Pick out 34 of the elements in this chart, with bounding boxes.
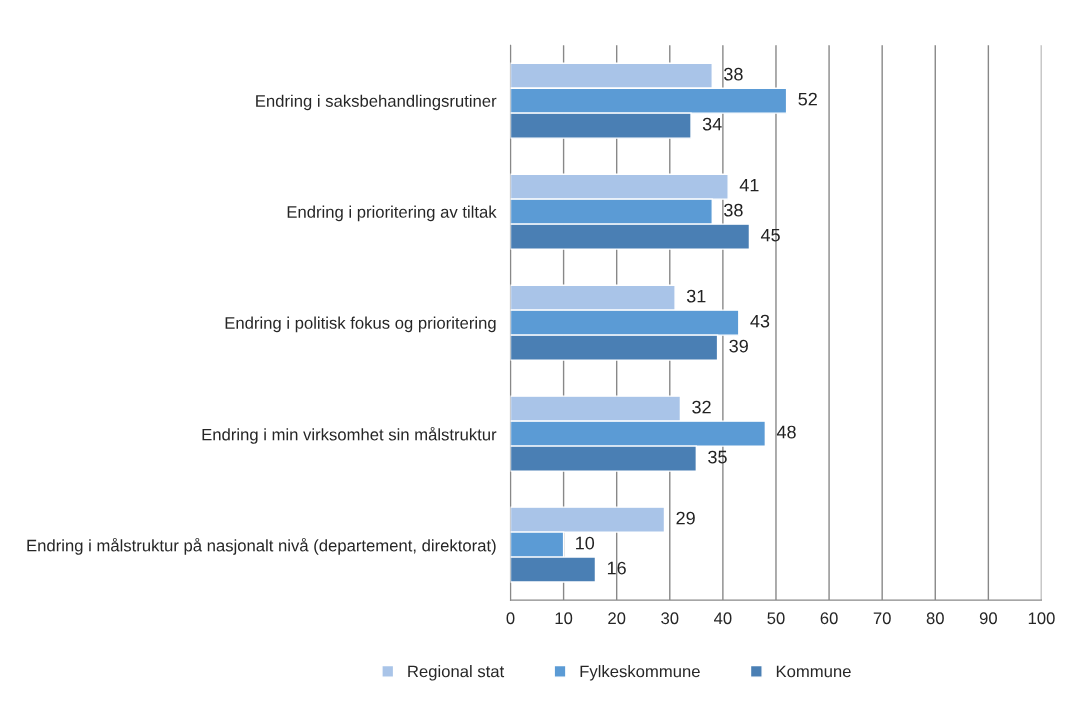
data-label: 32 [692, 400, 711, 414]
x-tick-label: 50 [767, 612, 785, 625]
x-tick-label: 100 [1028, 612, 1055, 625]
x-tick-label: 0 [506, 612, 515, 625]
data-label: 34 [702, 117, 722, 131]
y-tick-label: Endring i prioritering av tiltak [287, 205, 497, 222]
legend-label: Regional stat [408, 665, 505, 681]
y-tick-label: Endring i saksbehandlingsrutiner [256, 94, 497, 111]
x-tick-label: 40 [714, 612, 732, 625]
data-label: 52 [798, 92, 817, 106]
data-label: 10 [576, 536, 595, 550]
x-tick-label: 90 [979, 612, 997, 625]
x-tick-label: 70 [873, 612, 891, 625]
data-label: 43 [750, 314, 770, 328]
data-label: 38 [724, 203, 743, 217]
data-label: 45 [760, 228, 780, 242]
data-label: 41 [739, 178, 759, 192]
x-tick-label: 30 [661, 612, 679, 625]
legend-label: Fylkeskommune [580, 665, 700, 681]
y-tick-label: Endring i politisk fokus og prioritering [225, 316, 496, 333]
data-label: 39 [729, 339, 748, 353]
data-label: 29 [676, 511, 695, 525]
data-label: 16 [607, 561, 626, 575]
data-label: 31 [686, 289, 706, 303]
legend-label: Kommune [776, 665, 851, 678]
x-tick-label: 10 [555, 612, 573, 625]
y-tick-label: Endring i målstruktur på nasjonalt nivå (departement, direktorat) [27, 537, 496, 555]
x-tick-label: 80 [926, 612, 944, 625]
data-label: 48 [776, 425, 796, 439]
data-label: 35 [708, 450, 727, 464]
y-tick-label: Endring i min virksomhet sin målstruktur [202, 426, 497, 444]
x-tick-label: 20 [608, 612, 626, 625]
data-label: 38 [724, 67, 743, 81]
x-tick-label: 60 [820, 612, 838, 625]
